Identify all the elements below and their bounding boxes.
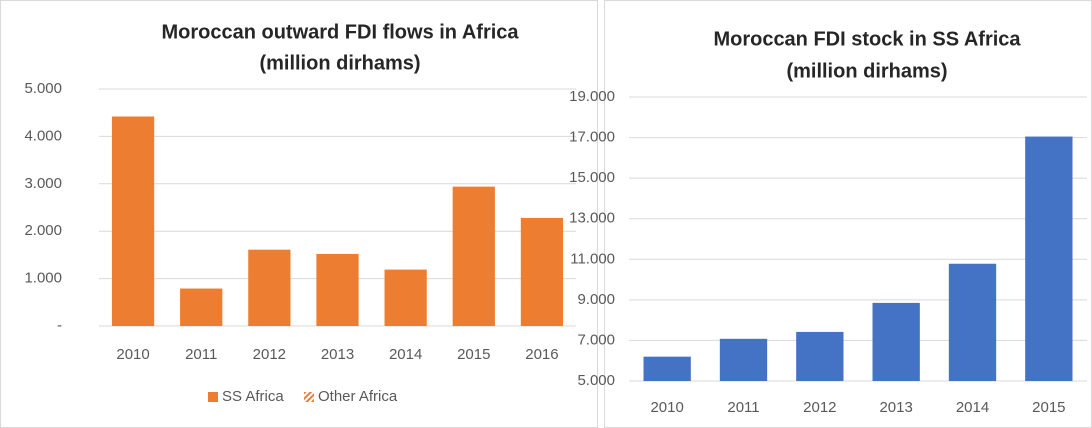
legend-label: Other Africa [318,388,398,405]
bar [796,331,844,381]
x-tick-label: 2011 [185,346,217,363]
x-tick-label: 2013 [879,399,912,416]
x-tick-label: 2011 [727,399,759,416]
y-tick-label: 13.000 [569,210,615,227]
x-tick-label: 2012 [253,346,286,363]
legend-label: SS Africa [222,388,284,405]
bar [180,288,223,326]
y-tick-label: 2.000 [24,222,62,239]
bar [948,263,997,381]
y-tick-label: 5.000 [24,80,62,97]
bar [111,116,155,326]
chart-title: Moroccan FDI stock in SS Africa [713,28,1021,50]
y-tick-label: 7.000 [577,331,615,348]
legend-swatch [304,392,314,402]
x-tick-label: 2015 [457,346,490,363]
y-tick-label: - [57,317,62,334]
y-tick-label: 11.000 [570,250,615,267]
bar [384,269,427,326]
x-tick-label: 2013 [321,346,354,363]
x-tick-label: 2010 [116,346,149,363]
y-tick-label: 15.000 [569,169,615,186]
bar [1025,136,1073,381]
bar [872,302,920,381]
panel [0,0,598,428]
y-tick-label: 3.000 [24,175,62,192]
chart-title: Moroccan outward FDI flows in Africa [161,21,519,43]
bar [316,253,359,326]
chart-title: (million dirhams) [786,60,947,82]
bar [719,338,768,381]
x-tick-label: 2010 [650,399,683,416]
x-tick-label: 2015 [1032,399,1065,416]
y-tick-label: 1.000 [24,270,62,287]
x-tick-label: 2016 [525,346,558,363]
bar [643,356,691,381]
bar [520,217,564,326]
x-tick-label: 2014 [389,346,422,363]
x-tick-label: 2014 [956,399,989,416]
bar [452,186,495,326]
legend-swatch [208,392,218,402]
panel [604,0,1092,428]
bar [248,249,291,326]
y-tick-label: 19.000 [569,88,615,105]
y-tick-label: 4.000 [24,127,62,144]
y-tick-label: 9.000 [577,291,615,308]
y-tick-label: 17.000 [569,129,615,146]
chart-title: (million dirhams) [259,52,420,74]
x-tick-label: 2012 [803,399,836,416]
y-tick-label: 5.000 [577,372,615,389]
